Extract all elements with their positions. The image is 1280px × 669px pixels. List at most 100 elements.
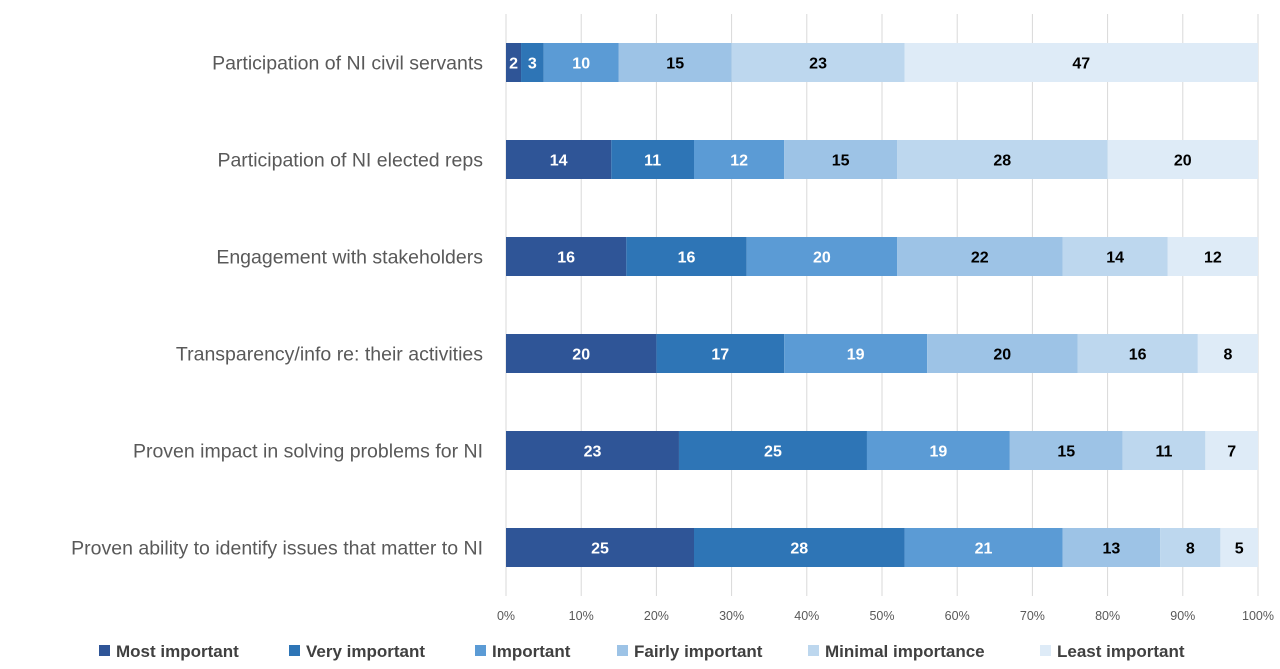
legend-swatch: [617, 645, 628, 656]
data-label: 16: [678, 250, 696, 267]
bar-segment: [746, 237, 898, 276]
bar-segment: [694, 140, 785, 179]
data-label: 12: [1204, 250, 1222, 267]
bar-segment: [656, 334, 785, 373]
bar-segment: [904, 43, 1258, 82]
bar-segment: [897, 140, 1108, 179]
bar-segment: [1107, 140, 1258, 179]
bar-segment: [1205, 431, 1258, 470]
data-label: 15: [666, 56, 684, 73]
data-label: 15: [1057, 444, 1075, 461]
data-label: 5: [1235, 541, 1244, 558]
legend-label: Fairly important: [634, 642, 763, 661]
data-label: 14: [550, 153, 568, 170]
data-label: 17: [711, 347, 729, 364]
legend-label: Very important: [306, 642, 425, 661]
legend-label: Minimal importance: [825, 642, 985, 661]
bar-segment: [784, 334, 928, 373]
legend-label: Least important: [1057, 642, 1185, 661]
data-label: 23: [584, 444, 602, 461]
legend: Most important Very important Important Fai…: [99, 642, 1185, 661]
bar-segment: [1167, 237, 1258, 276]
bar-segment: [506, 140, 612, 179]
bar-segment: [897, 237, 1063, 276]
data-label: 16: [1129, 347, 1147, 364]
bar-segment: [1062, 528, 1161, 567]
bar-segment: [506, 237, 627, 276]
category-label: Participation of NI elected reps: [217, 150, 483, 172]
bar-segment: [866, 431, 1010, 470]
legend-swatch: [475, 645, 486, 656]
x-tick-label: 70%: [1020, 609, 1045, 623]
x-tick-label: 20%: [644, 609, 669, 623]
data-label: 7: [1227, 444, 1236, 461]
legend-swatch: [289, 645, 300, 656]
bar-segment: [1220, 528, 1258, 567]
x-tick-label: 30%: [719, 609, 744, 623]
data-label: 25: [591, 541, 609, 558]
bar-segment: [521, 43, 544, 82]
bar-segment: [611, 140, 694, 179]
x-tick-label: 10%: [569, 609, 594, 623]
legend-label: Most important: [116, 642, 239, 661]
bar-segment: [731, 43, 905, 82]
data-label: 19: [847, 347, 865, 364]
data-label: 3: [528, 56, 537, 73]
x-tick-label: 60%: [945, 609, 970, 623]
data-label: 22: [971, 250, 989, 267]
bar-segment: [1160, 528, 1221, 567]
x-tick-label: 90%: [1170, 609, 1195, 623]
data-label: 21: [975, 541, 993, 558]
data-label: 10: [572, 56, 590, 73]
data-label: 12: [730, 153, 748, 170]
data-label: 28: [790, 541, 808, 558]
bar-segment: [784, 140, 898, 179]
data-label: 20: [1174, 153, 1192, 170]
category-label: Engagement with stakeholders: [216, 247, 483, 269]
legend-swatch: [1040, 645, 1051, 656]
legend-swatch: [808, 645, 819, 656]
gridlines: [505, 14, 1259, 596]
bar-segment: [694, 528, 905, 567]
data-label: 11: [1156, 444, 1173, 461]
bar-segment: [1062, 237, 1168, 276]
data-label: 8: [1186, 541, 1195, 558]
x-tick-label: 50%: [869, 609, 894, 623]
bar-segment: [506, 528, 694, 567]
x-tick-label: 80%: [1095, 609, 1120, 623]
x-axis-tick-labels: 0% 10% 20% 30% 40% 50% 60% 70% 80% 90% 100%: [497, 609, 1274, 623]
category-label: Transparency/info re: their activities: [176, 344, 483, 366]
category-label: Proven impact in solving problems for NI: [133, 441, 483, 463]
bar-segment: [506, 334, 657, 373]
data-label: 2: [509, 56, 518, 73]
bar-segment: [1009, 431, 1123, 470]
bar-segment: [1122, 431, 1206, 470]
bar-segment: [927, 334, 1078, 373]
bar-segment: [506, 43, 522, 82]
data-label: 23: [809, 56, 827, 73]
x-tick-label: 40%: [794, 609, 819, 623]
category-label: Participation of NI civil servants: [212, 53, 483, 75]
data-label: 14: [1106, 250, 1124, 267]
legend-label: Important: [492, 642, 571, 661]
bar-segment: [1077, 334, 1198, 373]
category-label: Proven ability to identify issues that m…: [71, 538, 483, 560]
bar-segment: [904, 528, 1063, 567]
bar-segment: [618, 43, 732, 82]
data-label: 20: [572, 347, 590, 364]
category-labels: Participation of NI civil servants Partic…: [71, 53, 483, 560]
bar-segment: [678, 431, 867, 470]
bars: [506, 43, 1258, 567]
data-label: 16: [557, 250, 575, 267]
x-tick-label: 0%: [497, 609, 515, 623]
data-label: 20: [813, 250, 831, 267]
data-label: 11: [644, 153, 661, 170]
data-label: 15: [832, 153, 850, 170]
data-label: 19: [930, 444, 948, 461]
legend-swatch: [99, 645, 110, 656]
bar-segment: [1197, 334, 1258, 373]
x-tick-label: 100%: [1242, 609, 1274, 623]
bar-segment: [543, 43, 619, 82]
